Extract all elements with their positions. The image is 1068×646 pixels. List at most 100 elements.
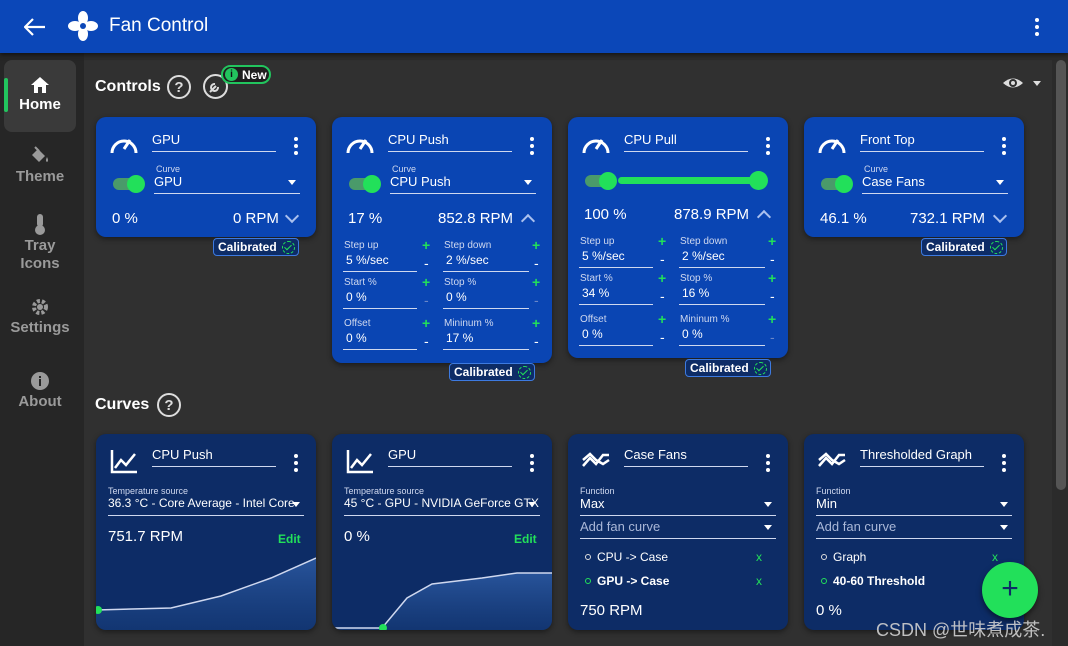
check-circle-icon — [517, 365, 531, 379]
add-fab-button[interactable]: + — [982, 562, 1038, 618]
curve-select[interactable]: CPU Push — [390, 174, 536, 194]
back-arrow-icon[interactable] — [22, 14, 48, 40]
start-plus-button[interactable]: + — [422, 274, 431, 290]
control-name-input[interactable]: Front Top — [860, 132, 984, 152]
calibrated-badge: Calibrated — [449, 363, 535, 381]
curve-select[interactable]: GPU — [154, 174, 300, 194]
minimum-minus-button[interactable]: - — [534, 333, 539, 349]
minimum-plus-button[interactable]: + — [768, 311, 777, 327]
temperature-source-select[interactable]: 45 °C - GPU - NVIDIA GeForce GTX — [344, 496, 540, 516]
fan-rpm: 878.9 RPM — [674, 206, 750, 223]
control-name-input[interactable]: GPU — [152, 132, 276, 152]
edit-link[interactable]: Edit — [278, 532, 301, 546]
stop-plus-button[interactable]: + — [532, 274, 541, 290]
card-menu-icon[interactable] — [294, 454, 298, 472]
add-fan-curve-select[interactable]: Add fan curve — [580, 519, 776, 539]
step-down-minus-button[interactable]: - — [534, 255, 539, 271]
function-select[interactable]: Min — [816, 496, 1012, 516]
slider-knob[interactable] — [749, 171, 768, 190]
curve-name-input[interactable]: GPU — [388, 447, 512, 467]
fan-logo-icon — [68, 11, 98, 41]
add-fan-curve-select[interactable]: Add fan curve — [816, 519, 1012, 539]
remove-item-button[interactable]: x — [992, 550, 998, 564]
sidebar-item-settings[interactable]: Settings — [4, 297, 76, 337]
card-menu-icon[interactable] — [1002, 454, 1006, 472]
remove-item-button[interactable]: x — [756, 550, 762, 564]
step-down-input[interactable]: 2 %/sec — [443, 253, 529, 272]
offset-plus-button[interactable]: + — [422, 315, 431, 331]
sidebar-item-about[interactable]: About — [4, 371, 76, 411]
expand-chevron-icon[interactable] — [284, 208, 300, 224]
curve-select[interactable]: Case Fans — [862, 174, 1008, 194]
manual-toggle[interactable] — [113, 175, 147, 193]
remove-item-button[interactable]: x — [756, 574, 762, 588]
manual-toggle[interactable] — [821, 175, 855, 193]
curve-card-thresholded-graph: Thresholded Graph Function Min Add fan c… — [804, 434, 1024, 630]
step-up-minus-button[interactable]: - — [424, 255, 429, 271]
sidebar-item-theme[interactable]: Theme — [4, 146, 76, 186]
curve-name-input[interactable]: Thresholded Graph — [860, 447, 984, 467]
temperature-source-select[interactable]: 36.3 °C - Core Average - Intel Core — [108, 496, 304, 516]
wrench-icon[interactable] — [203, 74, 228, 99]
chevron-down-icon — [764, 525, 772, 530]
collapse-chevron-icon[interactable] — [756, 209, 772, 225]
scrollbar[interactable] — [1052, 60, 1068, 646]
current-point — [96, 606, 102, 614]
sidebar-item-tray-icons[interactable]: Tray Icons — [4, 213, 76, 273]
step-up-minus-button[interactable]: - — [660, 251, 665, 267]
manual-toggle[interactable] — [349, 175, 383, 193]
stop-input[interactable]: 16 % — [679, 286, 765, 305]
collapse-chevron-icon[interactable] — [520, 213, 536, 229]
fan-speed-slider[interactable] — [618, 171, 768, 191]
edit-link[interactable]: Edit — [514, 532, 537, 546]
control-name-input[interactable]: CPU Pull — [624, 132, 748, 152]
step-down-input[interactable]: 2 %/sec — [679, 249, 765, 268]
stop-input[interactable]: 0 % — [443, 290, 529, 309]
function-select[interactable]: Max — [580, 496, 776, 516]
stop-minus-button[interactable]: - — [770, 288, 775, 304]
step-down-plus-button[interactable]: + — [768, 233, 777, 249]
card-menu-icon[interactable] — [766, 454, 770, 472]
start-minus-button[interactable]: - — [424, 292, 429, 308]
card-menu-icon[interactable] — [766, 137, 770, 155]
sidebar-item-home[interactable]: Home — [4, 60, 76, 132]
offset-plus-button[interactable]: + — [658, 311, 667, 327]
start-minus-button[interactable]: - — [660, 288, 665, 304]
minimum-plus-button[interactable]: + — [532, 315, 541, 331]
stop-plus-button[interactable]: + — [768, 270, 777, 286]
offset-input[interactable]: 0 % — [343, 331, 417, 350]
step-down-minus-button[interactable]: - — [770, 251, 775, 267]
visibility-eye-icon[interactable] — [1002, 74, 1044, 92]
offset-input[interactable]: 0 % — [579, 327, 653, 346]
minimum-minus-button[interactable]: - — [770, 329, 775, 345]
expand-chevron-icon[interactable] — [992, 208, 1008, 224]
step-up-plus-button[interactable]: + — [658, 233, 667, 249]
curves-help-icon[interactable]: ? — [157, 393, 181, 417]
overflow-menu-icon[interactable] — [1028, 14, 1046, 40]
new-badge: i New — [221, 65, 271, 84]
start-input[interactable]: 34 % — [579, 286, 653, 305]
minimum-input[interactable]: 0 % — [679, 327, 765, 346]
card-menu-icon[interactable] — [530, 454, 534, 472]
stop-label: Stop % — [444, 277, 477, 288]
offset-minus-button[interactable]: - — [424, 333, 429, 349]
minimum-input[interactable]: 17 % — [443, 331, 529, 350]
card-menu-icon[interactable] — [1002, 137, 1006, 155]
scroll-thumb[interactable] — [1056, 60, 1066, 490]
controls-help-icon[interactable]: ? — [167, 75, 191, 99]
start-input[interactable]: 0 % — [343, 290, 417, 309]
card-menu-icon[interactable] — [294, 137, 298, 155]
control-name-input[interactable]: CPU Push — [388, 132, 512, 152]
home-icon — [31, 77, 49, 93]
stop-minus-button[interactable]: - — [534, 292, 539, 308]
card-menu-icon[interactable] — [530, 137, 534, 155]
step-up-plus-button[interactable]: + — [422, 237, 431, 253]
offset-minus-button[interactable]: - — [660, 329, 665, 345]
curve-name-input[interactable]: CPU Push — [152, 447, 276, 467]
step-down-plus-button[interactable]: + — [532, 237, 541, 253]
control-card-cpu-pull: CPU Pull 100 % 878.9 RPM Step up + 5 %/s… — [568, 117, 788, 358]
start-plus-button[interactable]: + — [658, 270, 667, 286]
curve-name-input[interactable]: Case Fans — [624, 447, 748, 467]
step-up-input[interactable]: 5 %/sec — [343, 253, 417, 272]
step-up-input[interactable]: 5 %/sec — [579, 249, 653, 268]
